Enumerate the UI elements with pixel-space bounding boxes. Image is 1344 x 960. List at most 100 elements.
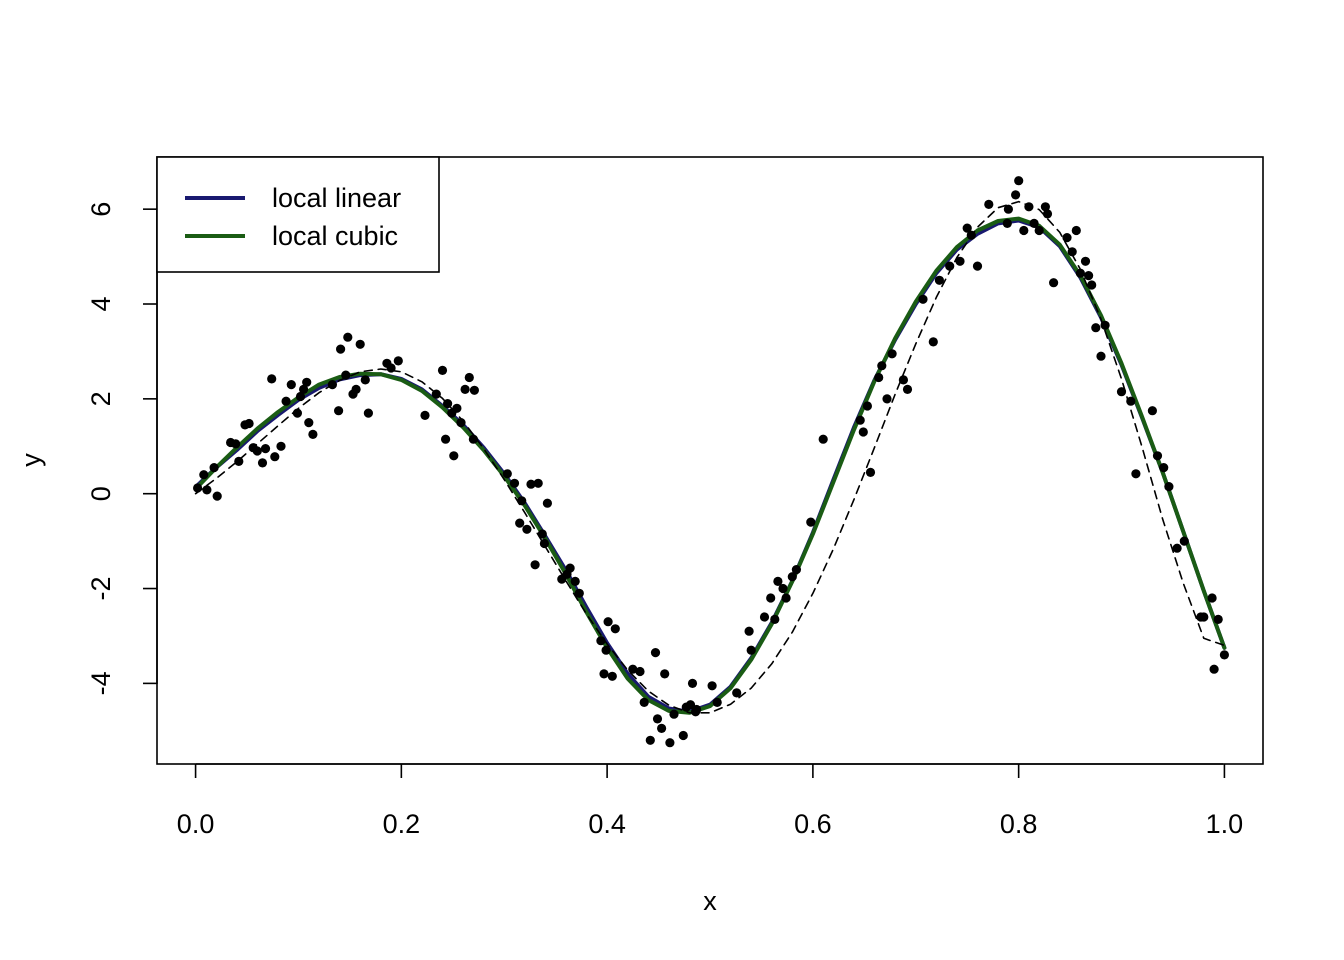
y-tick-label: 4	[86, 296, 116, 311]
data-point	[1084, 271, 1094, 281]
data-point	[945, 261, 955, 271]
x-tick-label: 0.0	[177, 809, 215, 839]
data-point	[650, 648, 661, 658]
data-point	[1100, 320, 1110, 330]
data-point	[355, 339, 365, 349]
data-point	[260, 444, 271, 454]
data-point	[1179, 536, 1189, 546]
data-point	[874, 372, 884, 383]
data-point	[865, 467, 876, 477]
data-point	[603, 617, 613, 627]
data-point	[304, 418, 314, 428]
data-point	[363, 408, 373, 418]
data-point	[202, 485, 212, 495]
data-point	[928, 337, 938, 347]
data-point	[295, 391, 306, 402]
data-point	[515, 518, 525, 528]
data-point	[469, 385, 479, 395]
data-point	[327, 380, 337, 390]
data-point	[1029, 218, 1039, 228]
data-point	[770, 614, 780, 625]
data-point	[781, 593, 791, 603]
y-axis-label: y	[16, 453, 46, 467]
data-point	[596, 636, 606, 646]
data-point	[1019, 225, 1029, 236]
data-point	[449, 451, 459, 461]
data-point	[855, 415, 865, 425]
data-point	[1002, 218, 1012, 228]
data-point	[539, 538, 550, 549]
data-point	[1207, 593, 1217, 603]
data-point	[1199, 612, 1209, 622]
y-tick-label: 2	[86, 391, 116, 406]
data-point	[1219, 650, 1229, 660]
data-point	[393, 356, 403, 366]
data-point	[778, 583, 788, 594]
data-point	[887, 349, 897, 359]
data-point	[308, 429, 318, 439]
data-point	[1091, 323, 1101, 333]
data-point	[639, 697, 649, 708]
data-point	[468, 434, 478, 444]
data-point	[231, 439, 241, 449]
data-point	[773, 576, 783, 587]
data-point	[1075, 268, 1085, 278]
data-point	[299, 384, 309, 394]
data-point	[1116, 387, 1127, 397]
y-tick-label: 0	[86, 486, 116, 501]
data-point	[334, 406, 344, 416]
x-tick-label: 0.6	[794, 809, 832, 839]
data-point	[1014, 176, 1024, 186]
data-point	[270, 452, 280, 462]
data-point	[526, 479, 536, 489]
x-tick-label: 0.8	[1000, 809, 1038, 839]
data-point	[281, 396, 291, 406]
data-point	[934, 275, 945, 285]
data-point	[787, 572, 797, 582]
data-point	[966, 230, 976, 240]
data-point	[336, 344, 346, 354]
data-point	[1034, 225, 1044, 236]
data-point	[343, 332, 353, 342]
data-point	[502, 469, 512, 479]
y-tick-label: 6	[86, 202, 116, 217]
data-point	[678, 730, 688, 741]
data-point	[252, 446, 262, 456]
data-point	[746, 645, 756, 655]
data-point	[918, 294, 928, 304]
data-point	[234, 456, 244, 466]
data-point	[610, 624, 620, 634]
data-point	[1087, 280, 1097, 290]
data-point	[601, 645, 611, 655]
data-point	[628, 664, 638, 674]
data-point	[1172, 543, 1182, 553]
data-point	[791, 565, 802, 575]
data-point	[955, 256, 965, 266]
data-point	[652, 714, 663, 724]
data-point	[1096, 351, 1106, 361]
data-point	[341, 370, 351, 380]
data-point	[744, 626, 754, 636]
data-point	[1126, 396, 1136, 406]
data-point	[607, 671, 617, 681]
data-point	[858, 427, 868, 437]
data-point	[302, 377, 312, 387]
data-point	[1147, 406, 1157, 416]
legend-label-local-linear: local linear	[272, 183, 401, 213]
data-point	[759, 612, 770, 622]
x-tick-label: 1.0	[1206, 809, 1244, 839]
data-point	[692, 704, 702, 715]
data-point	[452, 403, 462, 413]
data-point	[1062, 233, 1072, 243]
data-point	[574, 588, 584, 598]
data-point	[972, 261, 983, 271]
data-point	[360, 375, 370, 385]
data-point	[443, 399, 453, 409]
data-point	[818, 434, 828, 444]
data-point	[806, 517, 816, 527]
legend-label-local-cubic: local cubic	[272, 221, 398, 251]
data-point	[1024, 202, 1034, 212]
data-point	[1152, 451, 1163, 461]
data-point	[437, 365, 448, 375]
